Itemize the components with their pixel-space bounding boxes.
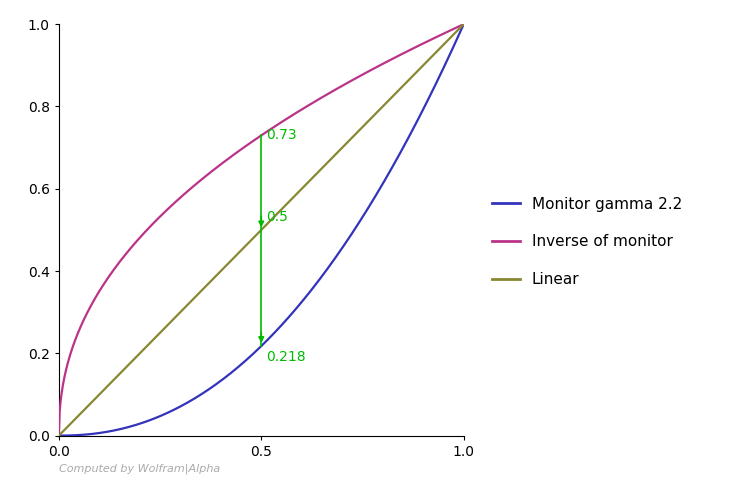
Legend: Monitor gamma 2.2, Inverse of monitor, Linear: Monitor gamma 2.2, Inverse of monitor, L…: [486, 191, 688, 293]
Text: 0.218: 0.218: [266, 350, 306, 364]
Text: Computed by Wolfram|Alpha: Computed by Wolfram|Alpha: [59, 464, 220, 474]
Text: 0.5: 0.5: [266, 210, 289, 224]
Text: 0.73: 0.73: [266, 128, 297, 142]
